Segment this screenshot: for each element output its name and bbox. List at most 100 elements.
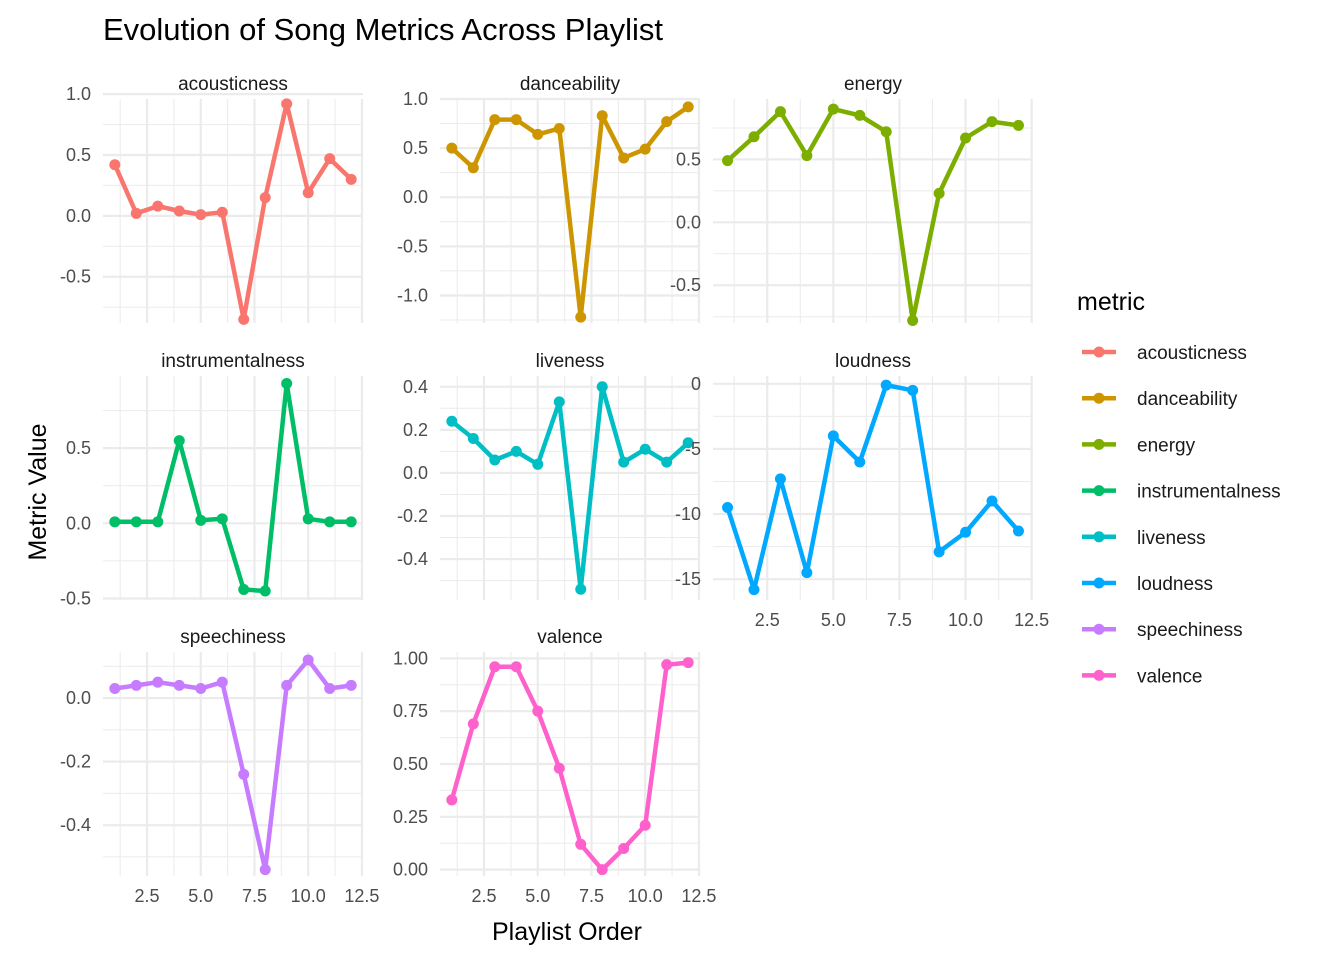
data-point (682, 657, 694, 669)
facet-instrumentalness: instrumentalness 0.5 0.0 -0.5 (60, 351, 364, 608)
y-tick-label: -1.0 (397, 285, 428, 305)
data-point (907, 314, 919, 326)
y-tick-label: 0.25 (393, 807, 428, 827)
legend-entry-energy: energy (1082, 435, 1196, 456)
legend-key-point (1093, 392, 1105, 404)
facet-strip-label: valence (537, 627, 603, 648)
legend-entry-instrumentalness: instrumentalness (1082, 482, 1281, 503)
facet-strip-label: loudness (835, 351, 911, 372)
data-point (748, 131, 760, 143)
y-tick-label: 1.00 (393, 648, 428, 668)
data-point (130, 679, 142, 691)
y-tick-label: 0.00 (393, 860, 428, 880)
facet-strip-label: liveness (536, 351, 605, 372)
legend-key-point (1093, 531, 1105, 543)
y-tick-label: -5 (685, 439, 701, 459)
data-point (618, 843, 630, 855)
x-axis-title: Playlist Order (492, 918, 642, 946)
data-point (281, 679, 293, 691)
y-tick-label: 0.2 (403, 420, 428, 440)
y-tick-label: 0.50 (393, 754, 428, 774)
data-point (238, 313, 250, 325)
data-point (109, 159, 121, 171)
legend-label: acousticness (1137, 343, 1247, 364)
data-point (854, 456, 866, 468)
y-tick-label: -0.5 (670, 275, 701, 295)
data-point (1012, 119, 1024, 131)
y-tick-label: 0.0 (66, 513, 91, 533)
data-point (774, 473, 786, 485)
facet-strip-label: instrumentalness (161, 351, 305, 372)
x-tick-label: 10.0 (628, 886, 663, 906)
data-point (960, 132, 972, 144)
data-point (324, 516, 336, 528)
facet-speechiness: speechiness 0.0 -0.2 -0.4 2.5 5.0 7.5 10.0 12.5 (60, 627, 379, 906)
data-point (345, 516, 357, 528)
data-point (553, 122, 565, 134)
data-point (880, 379, 892, 391)
chart-title: Evolution of Song Metrics Across Playlis… (103, 12, 663, 47)
data-point (532, 705, 544, 717)
x-tick-label: 5.0 (188, 886, 213, 906)
data-point (827, 430, 839, 442)
legend-label: liveness (1137, 528, 1206, 549)
data-point (302, 513, 314, 525)
data-point (553, 396, 565, 408)
facet-strip-label: acousticness (178, 74, 288, 95)
legend-key-point (1093, 577, 1105, 589)
x-tick-label: 10.0 (291, 886, 326, 906)
legend-entry-valence: valence (1082, 666, 1203, 687)
data-point (960, 526, 972, 538)
data-point (173, 679, 185, 691)
data-point (446, 142, 458, 154)
y-tick-label: -0.5 (397, 236, 428, 256)
legend-label: loudness (1137, 574, 1213, 595)
y-tick-label: 0.5 (676, 149, 701, 169)
legend-key-point (1093, 669, 1105, 681)
y-tick-label: -10 (675, 504, 701, 524)
data-point (618, 152, 630, 164)
data-point (238, 583, 250, 595)
data-point (489, 454, 501, 466)
x-tick-label: 7.5 (242, 886, 267, 906)
data-point (152, 516, 164, 528)
y-tick-label: 0.0 (66, 206, 91, 226)
data-point (933, 187, 945, 199)
data-point (639, 819, 651, 831)
facet-acousticness: acousticness 1.0 0.5 0.0 -0.5 (60, 74, 364, 325)
data-point (324, 153, 336, 165)
data-point (446, 415, 458, 427)
y-tick-label: 0.75 (393, 701, 428, 721)
x-tick-label: 2.5 (755, 610, 780, 630)
legend-key-point (1093, 485, 1105, 497)
x-tick-label: 2.5 (135, 886, 160, 906)
data-point (639, 443, 651, 455)
data-point (553, 762, 565, 774)
series-line-valence (449, 660, 691, 872)
data-point (173, 205, 185, 217)
y-tick-label: 0.5 (66, 438, 91, 458)
data-point (722, 502, 734, 514)
data-point (259, 192, 271, 204)
data-point (1012, 525, 1024, 537)
data-point (986, 495, 998, 507)
legend-entry-liveness: liveness (1082, 528, 1206, 549)
data-point (467, 718, 479, 730)
data-point (302, 187, 314, 199)
legend-label: instrumentalness (1137, 482, 1281, 503)
legend-title: metric (1077, 288, 1145, 316)
data-point (467, 162, 479, 174)
data-point (722, 155, 734, 167)
data-point (682, 101, 694, 113)
data-point (639, 143, 651, 155)
data-point (907, 384, 919, 396)
x-tick-label: 12.5 (344, 886, 379, 906)
data-point (933, 546, 945, 558)
facet-energy: energy 0.5 0.0 -0.5 (670, 74, 1033, 326)
data-point (195, 683, 207, 695)
legend-label: speechiness (1137, 620, 1243, 641)
data-point (510, 661, 522, 673)
y-tick-label: 0.5 (66, 145, 91, 165)
x-tick-label: 2.5 (472, 886, 497, 906)
data-point (152, 676, 164, 688)
